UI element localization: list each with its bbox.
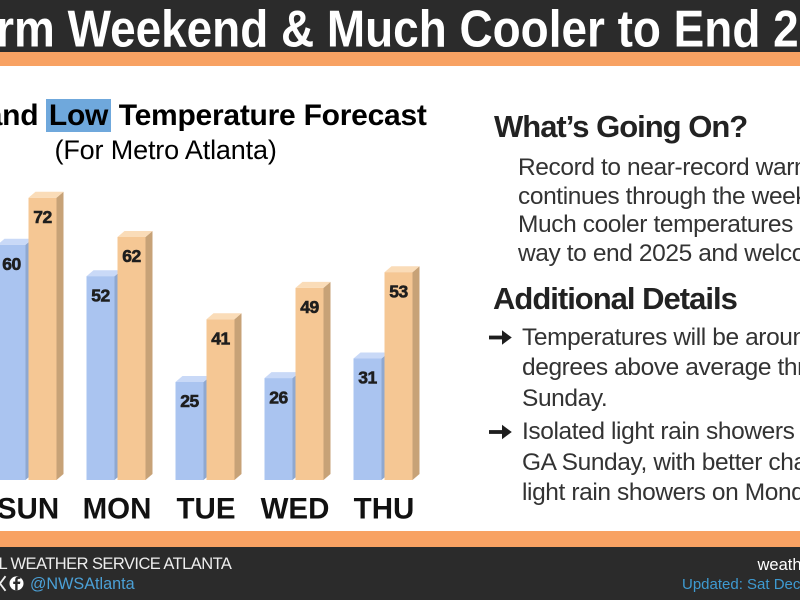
svg-text:25: 25 — [180, 391, 199, 411]
svg-text:THU: THU — [354, 493, 415, 526]
svg-text:SUN: SUN — [0, 493, 59, 526]
svg-text:52: 52 — [91, 285, 110, 305]
svg-text:41: 41 — [211, 329, 230, 349]
svg-text:31: 31 — [358, 368, 377, 388]
svg-text:49: 49 — [300, 297, 319, 317]
svg-text:MON: MON — [83, 493, 152, 526]
svg-text:26: 26 — [269, 387, 288, 407]
svg-text:TUE: TUE — [177, 493, 236, 526]
svg-text:53: 53 — [389, 281, 408, 301]
svg-text:WED: WED — [261, 493, 330, 526]
svg-text:72: 72 — [33, 207, 52, 227]
svg-text:62: 62 — [122, 246, 141, 266]
svg-text:60: 60 — [2, 254, 21, 274]
